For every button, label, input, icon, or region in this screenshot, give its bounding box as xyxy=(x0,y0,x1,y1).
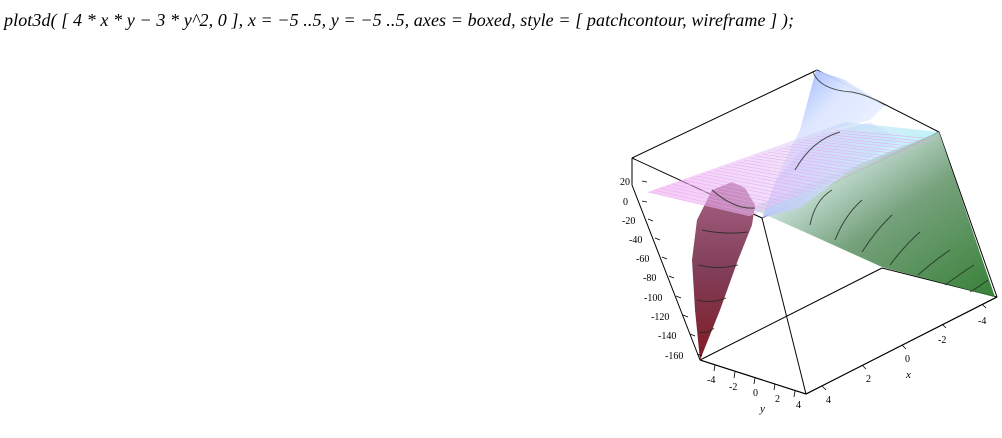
x-axis-name: x xyxy=(905,369,911,381)
z-tick-label: -60 xyxy=(636,254,649,265)
y-axis-name: y xyxy=(759,403,765,415)
z-tick-label: -80 xyxy=(643,273,656,284)
maple-command-input[interactable]: plot3d( [ 4 * x * y − 3 * y^2, 0 ], x = … xyxy=(4,10,795,30)
z-tick-label: -120 xyxy=(651,312,669,323)
y-tick-label: 0 xyxy=(753,388,758,399)
z-tick-label: -20 xyxy=(622,216,635,227)
z-tick-label: -140 xyxy=(658,331,676,342)
surface-left-wall xyxy=(692,182,755,360)
y-tick-label: 4 xyxy=(796,400,801,411)
z-tick-label: 20 xyxy=(620,177,630,188)
z-tick-label: -160 xyxy=(665,351,683,362)
y-axis-labels: -4 -2 0 2 4 y xyxy=(707,375,801,415)
y-tick-label: -4 xyxy=(707,375,715,386)
y-tick-label: 2 xyxy=(775,394,780,405)
x-axis-ticks xyxy=(821,303,987,391)
x-tick-label: -4 xyxy=(978,316,986,327)
bounding-box-front xyxy=(699,296,998,395)
z-axis-labels: 20 0 -20 -40 -60 -80 -100 -120 -140 -160 xyxy=(620,177,683,362)
x-tick-label: 2 xyxy=(866,374,871,385)
z-axis-ticks xyxy=(641,180,703,357)
y-axis-ticks xyxy=(713,364,796,398)
plot3d-canvas[interactable]: 20 0 -20 -40 -60 -80 -100 -120 -140 -160… xyxy=(600,60,1002,438)
x-tick-label: -2 xyxy=(938,335,946,346)
x-tick-label: 4 xyxy=(826,395,831,406)
surface-main-patch xyxy=(750,132,995,297)
z-tick-label: -100 xyxy=(644,293,662,304)
z-tick-label: -40 xyxy=(629,235,642,246)
surface-contours xyxy=(696,71,989,333)
y-tick-label: -2 xyxy=(729,382,737,393)
x-axis-labels: 4 2 0 -2 -4 x xyxy=(826,316,986,406)
x-tick-label: 0 xyxy=(905,354,910,365)
wireframe-plane-z0 xyxy=(647,122,939,217)
plot3d-output[interactable]: 20 0 -20 -40 -60 -80 -100 -120 -140 -160… xyxy=(600,60,1002,438)
z-tick-label: 0 xyxy=(623,197,628,208)
